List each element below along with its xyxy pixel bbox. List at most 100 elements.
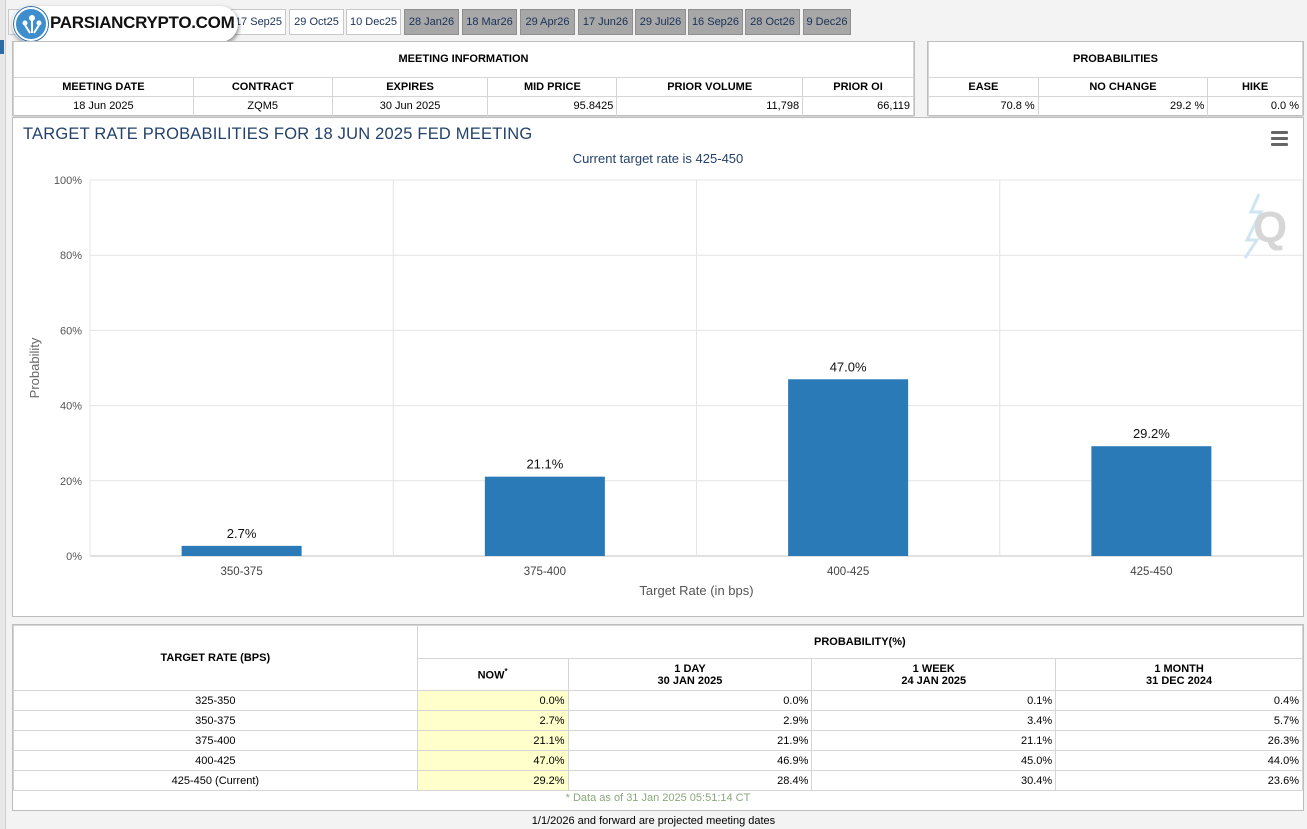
- meeting-tab[interactable]: 29 Apr26: [520, 9, 575, 35]
- quikstrike-q-watermark-icon: Q: [1243, 193, 1287, 259]
- x-axis-title: Target Rate (in bps): [639, 583, 753, 598]
- period-label: 1 WEEK: [912, 662, 955, 675]
- meeting-tab[interactable]: 28 Oct26: [745, 9, 800, 35]
- period-date: 24 JAN 2025: [901, 674, 967, 687]
- meeting-tab[interactable]: 9 Dec26: [803, 9, 851, 35]
- table-row: 350-375 2.7% 2.9% 3.4% 5.7%: [13, 710, 1303, 731]
- logo-text: PARSIANCRYPTO.COM: [50, 13, 235, 32]
- period-label: 1 DAY: [674, 662, 706, 675]
- cell-now: 2.7%: [416, 710, 569, 731]
- period-column-header: 1 WEEK 24 JAN 2025: [811, 658, 1057, 691]
- bar-data-label: 47.0%: [830, 359, 867, 374]
- y-tick-label: 20%: [60, 476, 82, 488]
- bar-data-label: 2.7%: [227, 526, 257, 541]
- probability-value: 0.0 %: [1207, 95, 1303, 117]
- table-row: 425-450 (Current) 29.2% 28.4% 30.4% 23.6%: [13, 770, 1303, 791]
- cell-rate: 400-425: [13, 750, 418, 771]
- chart-menu-icon[interactable]: [1271, 131, 1289, 147]
- meeting-information-table: MEETING INFORMATION MEETING DATE CONTRACT…: [13, 42, 914, 117]
- meeting-info-column-header: PRIOR VOLUME: [616, 76, 804, 97]
- meeting-tab[interactable]: 17 Jun26: [578, 9, 633, 35]
- bar: [1091, 446, 1212, 556]
- cell-now: 47.0%: [416, 750, 569, 771]
- period-column-header: 1 DAY 30 JAN 2025: [567, 658, 813, 691]
- cell-day: 2.9%: [567, 710, 813, 731]
- probabilities-panel: PROBABILITIES EASE NO CHANGE HIKE 70.8 % 29…: [927, 41, 1304, 117]
- svg-text:Q: Q: [1253, 203, 1287, 252]
- meeting-info-column-header: PRIOR OI: [802, 76, 914, 97]
- cell-day: 0.0%: [567, 690, 813, 711]
- meeting-info-column-header: MEETING DATE: [13, 76, 194, 97]
- y-tick-label: 40%: [60, 401, 82, 413]
- projected-dates-note: 1/1/2026 and forward are projected meeti…: [531, 815, 776, 827]
- meeting-tab[interactable]: 16 Sep26: [688, 9, 743, 35]
- cell-month: 5.7%: [1055, 710, 1303, 731]
- meeting-tab[interactable]: 29 Jul26: [635, 9, 686, 35]
- data-timestamp-footnote: * Data as of 31 Jan 2025 05:51:14 CT: [565, 792, 751, 804]
- x-tick-label: 400-425: [827, 566, 869, 578]
- probability-column-header: EASE: [928, 76, 1039, 97]
- chart-plot-area: 0% 20% 40% 60% 80% 100% 2.7% 350-375 21.1% 375-40…: [27, 175, 1303, 598]
- cell-now: 0.0%: [416, 690, 569, 711]
- x-tick-label: 350-375: [221, 566, 263, 578]
- now-footnote-mark: *: [504, 667, 508, 677]
- probabilities-table: PROBABILITIES EASE NO CHANGE HIKE 70.8 % 29…: [928, 42, 1303, 117]
- table-row: 375-400 21.1% 21.9% 21.1% 26.3%: [13, 730, 1303, 751]
- probability-column-header: NO CHANGE: [1037, 76, 1209, 97]
- cell-month: 0.4%: [1055, 690, 1303, 711]
- y-axis-title: Probability: [27, 337, 42, 398]
- cell-month: 26.3%: [1055, 730, 1303, 751]
- meeting-info-column-header: CONTRACT: [192, 76, 333, 97]
- meeting-info-value: 66,119: [802, 95, 914, 117]
- table-row: 325-350 0.0% 0.0% 0.1% 0.4%: [13, 690, 1303, 711]
- cell-rate: 325-350: [13, 690, 418, 711]
- period-column-header: 1 MONTH 31 DEC 2024: [1055, 658, 1303, 691]
- bar: [181, 545, 302, 556]
- cell-month: 23.6%: [1055, 770, 1303, 791]
- bar-data-label: 21.1%: [526, 457, 563, 472]
- chart-subtitle: Current target rate is 425-450: [572, 151, 744, 166]
- cell-week: 3.4%: [811, 710, 1057, 731]
- probability-history-panel: TARGET RATE (BPS) PROBABILITY(%) NOW* 1 D…: [12, 624, 1304, 811]
- cell-now: 29.2%: [416, 770, 569, 791]
- now-column-header: NOW*: [416, 658, 569, 691]
- cell-rate: 375-400: [13, 730, 418, 751]
- y-tick-label: 0%: [66, 551, 82, 563]
- meeting-tab[interactable]: 17 Sep25: [231, 9, 286, 35]
- cell-day: 28.4%: [567, 770, 813, 791]
- cell-month: 44.0%: [1055, 750, 1303, 771]
- bar-data-label: 29.2%: [1133, 426, 1170, 441]
- meeting-information-title: MEETING INFORMATION: [13, 42, 914, 78]
- bar: [788, 379, 909, 556]
- target-rate-column-header: TARGET RATE (BPS): [13, 625, 418, 691]
- y-tick-label: 100%: [54, 175, 82, 187]
- probabilities-title: PROBABILITIES: [928, 42, 1303, 78]
- probability-value: 70.8 %: [928, 95, 1039, 117]
- meeting-info-value: 18 Jun 2025: [13, 95, 194, 117]
- x-tick-label: 375-400: [524, 566, 566, 578]
- probability-history-table: TARGET RATE (BPS) PROBABILITY(%) NOW* 1 D…: [13, 625, 1304, 791]
- meeting-information-panel: MEETING INFORMATION MEETING DATE CONTRACT…: [12, 41, 915, 117]
- left-edge-strip: [0, 0, 6, 829]
- bar: [484, 476, 605, 556]
- meeting-tab[interactable]: 18 Mar26: [462, 9, 517, 35]
- probability-column-header: HIKE: [1207, 76, 1303, 97]
- meeting-info-value: 11,798: [616, 95, 804, 117]
- chart-title: TARGET RATE PROBABILITIES FOR 18 JUN 202…: [23, 125, 533, 143]
- cell-rate: 425-450 (Current): [13, 770, 418, 791]
- probability-value: 29.2 %: [1037, 95, 1209, 117]
- table-row: 400-425 47.0% 46.9% 45.0% 44.0%: [13, 750, 1303, 771]
- cell-week: 0.1%: [811, 690, 1057, 711]
- probability-group-header: PROBABILITY(%): [416, 625, 1304, 659]
- meeting-tab[interactable]: 10 Dec25: [346, 9, 401, 35]
- meeting-tab[interactable]: 28 Jan26: [404, 9, 459, 35]
- period-date: 31 DEC 2024: [1146, 674, 1213, 687]
- target-rate-chart: 0% 20% 40% 60% 80% 100% 2.7% 350-375 21.1% 375-40…: [12, 117, 1304, 617]
- cell-week: 21.1%: [811, 730, 1057, 751]
- meeting-tab[interactable]: 29 Oct25: [289, 9, 344, 35]
- cell-now: 21.1%: [416, 730, 569, 751]
- logo-badge-icon: [14, 7, 48, 41]
- left-edge-marker: [0, 40, 4, 54]
- meeting-info-value: 95.8425: [487, 95, 618, 117]
- site-logo: PARSIANCRYPTO.COM: [12, 6, 238, 42]
